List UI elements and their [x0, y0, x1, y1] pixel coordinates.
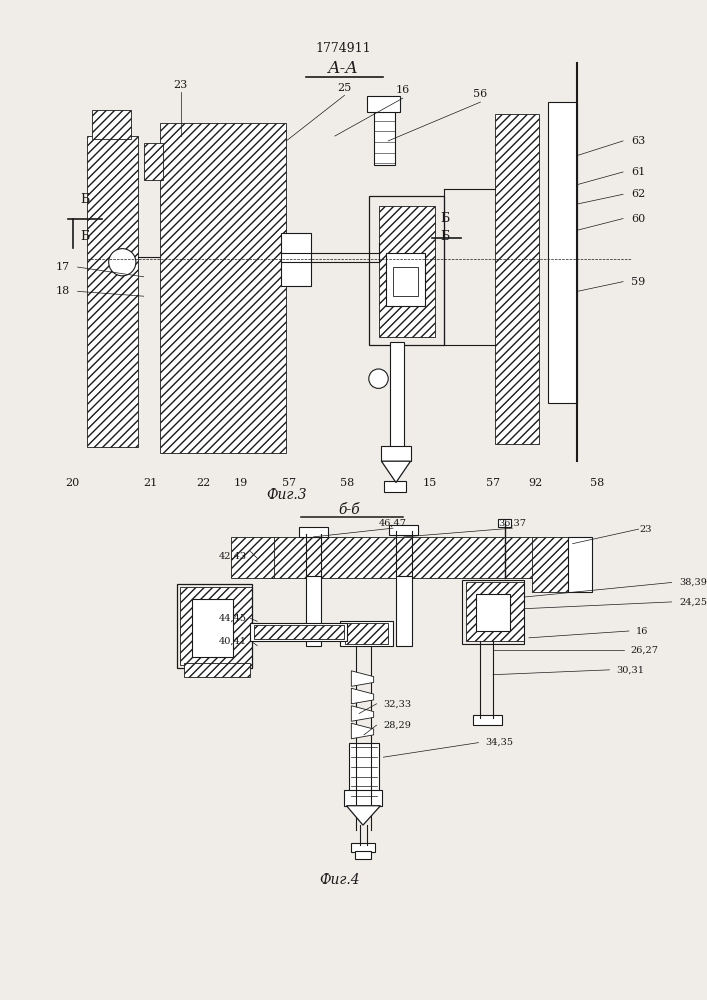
Bar: [351, 843, 375, 852]
Text: 25: 25: [337, 83, 351, 93]
Text: 26,27: 26,27: [631, 646, 659, 655]
Text: 61: 61: [631, 167, 645, 177]
Bar: [386, 253, 425, 306]
Bar: [473, 715, 502, 725]
Text: 15: 15: [423, 478, 437, 488]
Circle shape: [109, 249, 136, 276]
Text: 1774911: 1774911: [316, 42, 371, 55]
Bar: [192, 599, 233, 657]
Bar: [305, 576, 321, 646]
Bar: [549, 102, 578, 403]
Circle shape: [369, 369, 388, 388]
Text: 23: 23: [173, 80, 187, 90]
Bar: [344, 790, 382, 806]
Polygon shape: [346, 806, 380, 825]
Bar: [498, 519, 511, 527]
Text: 63: 63: [631, 136, 645, 146]
Text: 42,43: 42,43: [219, 552, 247, 561]
Bar: [185, 663, 250, 677]
Bar: [177, 584, 252, 668]
Text: Б: Б: [81, 193, 90, 206]
Text: 57: 57: [282, 478, 296, 488]
Text: 58: 58: [340, 478, 355, 488]
Polygon shape: [381, 461, 411, 483]
Bar: [299, 527, 328, 537]
Text: 58: 58: [590, 478, 604, 488]
Text: 59: 59: [631, 277, 645, 287]
Bar: [466, 582, 524, 641]
Text: 62: 62: [631, 189, 645, 199]
Text: 38,39: 38,39: [679, 578, 707, 587]
Polygon shape: [351, 706, 374, 721]
Text: 56: 56: [473, 89, 488, 99]
Text: 17: 17: [56, 262, 70, 272]
Bar: [355, 851, 370, 859]
Text: 57: 57: [486, 478, 500, 488]
Bar: [160, 123, 286, 453]
Bar: [393, 267, 419, 296]
Text: 18: 18: [56, 286, 70, 296]
Text: 34,35: 34,35: [485, 738, 513, 747]
Bar: [349, 743, 378, 791]
Bar: [271, 537, 534, 578]
Bar: [255, 625, 344, 639]
Text: б-б: б-б: [339, 503, 361, 517]
Text: 19: 19: [233, 478, 248, 488]
Bar: [344, 623, 388, 644]
Bar: [92, 110, 131, 139]
Text: Фиг.3: Фиг.3: [266, 488, 307, 502]
Text: Фиг.4: Фиг.4: [320, 873, 360, 887]
Polygon shape: [351, 671, 374, 686]
Bar: [396, 576, 411, 646]
Bar: [180, 587, 252, 665]
Bar: [462, 580, 524, 644]
Bar: [281, 233, 310, 286]
Bar: [532, 537, 571, 592]
Bar: [231, 537, 274, 578]
Bar: [339, 621, 393, 646]
Text: 23: 23: [639, 525, 652, 534]
Text: Б: Б: [81, 230, 90, 243]
Text: 30,31: 30,31: [617, 665, 644, 674]
Text: 40,41: 40,41: [219, 636, 247, 645]
Text: 32,33: 32,33: [383, 699, 411, 708]
Text: Б: Б: [440, 212, 449, 225]
Polygon shape: [351, 688, 374, 704]
Bar: [367, 96, 400, 112]
Text: 36,37: 36,37: [498, 519, 527, 528]
Text: 28,29: 28,29: [383, 721, 411, 730]
Polygon shape: [351, 723, 374, 739]
Bar: [390, 342, 404, 447]
Text: А-А: А-А: [328, 60, 359, 77]
Text: 22: 22: [197, 478, 211, 488]
Text: 16: 16: [396, 85, 410, 95]
Bar: [144, 143, 163, 180]
Bar: [88, 136, 138, 447]
Bar: [389, 525, 419, 535]
Text: 60: 60: [631, 214, 645, 224]
Bar: [476, 594, 510, 631]
Text: 92: 92: [529, 478, 543, 488]
Text: 21: 21: [144, 478, 158, 488]
Text: 44,45: 44,45: [219, 614, 247, 623]
Text: 24,25: 24,25: [679, 597, 707, 606]
Bar: [381, 446, 411, 461]
Bar: [568, 537, 592, 592]
Text: 20: 20: [66, 478, 80, 488]
Bar: [369, 196, 445, 345]
Bar: [374, 107, 395, 165]
Text: 16: 16: [636, 627, 648, 636]
Bar: [385, 481, 406, 492]
Text: Б: Б: [440, 230, 449, 243]
Text: 46,47: 46,47: [379, 519, 407, 528]
Bar: [378, 206, 435, 337]
Bar: [250, 623, 347, 641]
Bar: [495, 114, 539, 444]
